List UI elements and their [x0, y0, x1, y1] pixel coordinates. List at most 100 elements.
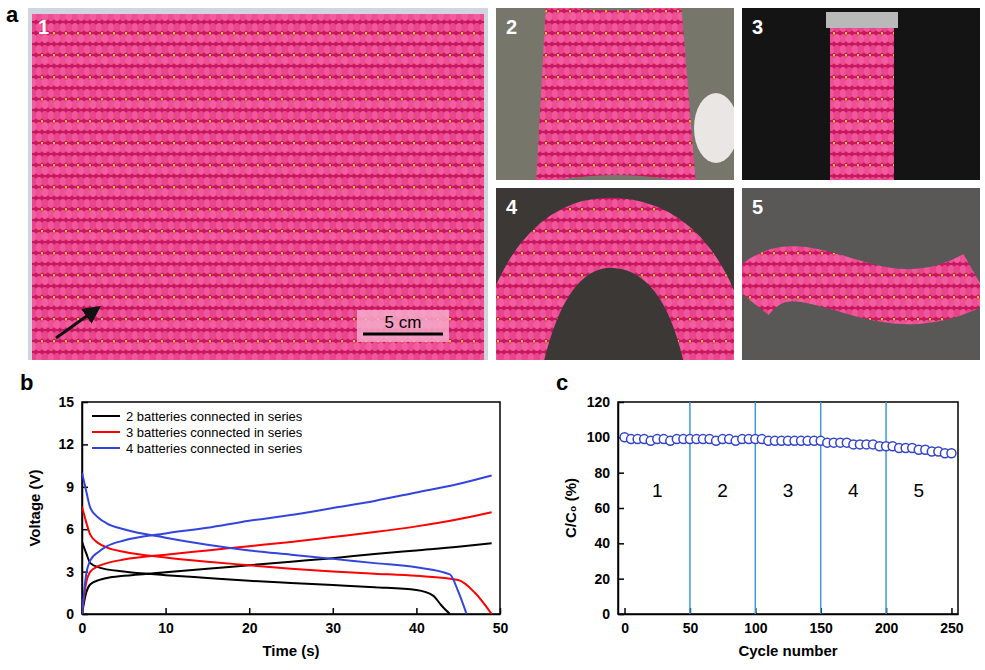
panel-label: c [556, 370, 568, 395]
arrow [56, 308, 98, 338]
y-tick-label: 15 [58, 394, 74, 410]
metal-holder [826, 12, 898, 28]
x-tick: 40 [409, 608, 425, 636]
legend-label: 4 batteries connected in series [126, 441, 303, 456]
y-tick-label: 3 [66, 564, 74, 580]
fabric [32, 14, 484, 360]
legend: 2 batteries connected in series3 batteri… [92, 409, 303, 456]
plot-frame [82, 402, 500, 614]
series-line [82, 473, 492, 614]
x-tick-label: 30 [326, 620, 342, 636]
x-tick-label: 200 [875, 620, 899, 636]
photo-label: 2 [506, 16, 517, 38]
y-axis-title: Voltage (V) [26, 469, 43, 546]
y-tick: 80 [594, 465, 624, 481]
region-label: 5 [913, 480, 924, 501]
photo-label: 3 [752, 16, 763, 38]
y-tick: 0 [602, 606, 624, 622]
y-tick-mark [618, 402, 624, 404]
y-tick: 120 [587, 394, 624, 410]
x-tick-label: 250 [940, 620, 964, 636]
divider-line [755, 402, 757, 614]
x-tick-label: 0 [79, 620, 87, 636]
region-label: 1 [652, 480, 663, 501]
fabric [747, 274, 977, 298]
panel-label: a [6, 2, 19, 27]
y-axis: 0 20 40 60 80 100 120 [587, 394, 624, 622]
y-tick: 12 [58, 436, 88, 452]
fabric [506, 233, 721, 360]
series-line [82, 542, 492, 614]
photo-background [28, 8, 488, 360]
plot-area [620, 402, 956, 614]
data-point [947, 449, 956, 458]
y-tick: 6 [66, 521, 88, 537]
scale-bar-label: 5 cm [385, 313, 422, 332]
photo-background [742, 188, 980, 360]
x-tick: 20 [242, 608, 258, 636]
y-tick-mark [618, 543, 624, 545]
x-tick-mark [165, 608, 167, 614]
y-tick-mark [618, 578, 624, 580]
divider-line [689, 402, 691, 614]
x-tick-label: 150 [810, 620, 834, 636]
y-tick-label: 120 [587, 394, 611, 410]
glove [694, 93, 734, 163]
x-axis: 0 10 20 30 40 50 [79, 608, 509, 636]
y-tick-label: 0 [602, 606, 610, 622]
series-line [82, 507, 492, 614]
y-tick-label: 12 [58, 436, 74, 452]
photo-label: 5 [752, 196, 763, 218]
x-tick-mark [500, 608, 502, 614]
fabric [536, 8, 696, 180]
y-tick: 3 [66, 564, 88, 580]
y-tick: 40 [594, 535, 624, 551]
x-tick-mark [951, 608, 953, 614]
legend-swatch [92, 431, 120, 433]
x-tick-label: 10 [158, 620, 174, 636]
y-tick-mark [618, 508, 624, 510]
x-tick-label: 50 [493, 620, 509, 636]
scale-bar [363, 333, 443, 336]
y-tick: 20 [594, 571, 624, 587]
divider-line [820, 402, 822, 614]
y-tick: 15 [58, 394, 88, 410]
x-tick: 10 [158, 608, 174, 636]
fabric [830, 26, 894, 180]
y-tick: 60 [594, 500, 624, 516]
x-axis: 050100150200250 [619, 608, 964, 636]
region-label: 2 [717, 480, 728, 501]
photo [496, 8, 734, 180]
y-tick: 0 [66, 606, 88, 622]
legend-swatch [92, 447, 120, 449]
y-tick-label: 20 [594, 571, 610, 587]
y-tick-mark [618, 614, 624, 616]
x-tick: 250 [940, 608, 964, 636]
x-tick-mark [333, 608, 335, 614]
y-tick-mark [82, 402, 88, 404]
x-tick-label: 40 [409, 620, 425, 636]
y-tick-label: 60 [594, 500, 610, 516]
x-tick-mark [624, 608, 626, 614]
y-tick-mark [82, 444, 88, 446]
x-tick-mark [249, 608, 251, 614]
y-tick-mark [82, 529, 88, 531]
y-tick-mark [618, 472, 624, 474]
x-tick: 30 [326, 608, 342, 636]
panel-label: b [20, 370, 33, 395]
x-tick-label: 20 [242, 620, 258, 636]
divider-line [885, 402, 887, 614]
y-tick-label: 40 [594, 535, 610, 551]
y-tick-label: 80 [594, 465, 610, 481]
x-axis-title: Time (s) [262, 642, 319, 659]
region-label: 4 [848, 480, 859, 501]
x-axis-line [619, 614, 959, 616]
legend-swatch [92, 415, 120, 417]
plot-frame [618, 402, 958, 614]
figure: a5 cm123450102030405003691215Time (s)Vol… [0, 0, 985, 670]
photo-background [742, 8, 980, 180]
photo-label: 4 [506, 196, 518, 218]
y-axis-title: C/C₀ (%) [562, 478, 579, 538]
y-tick: 100 [587, 429, 624, 445]
y-tick-label: 100 [587, 429, 611, 445]
